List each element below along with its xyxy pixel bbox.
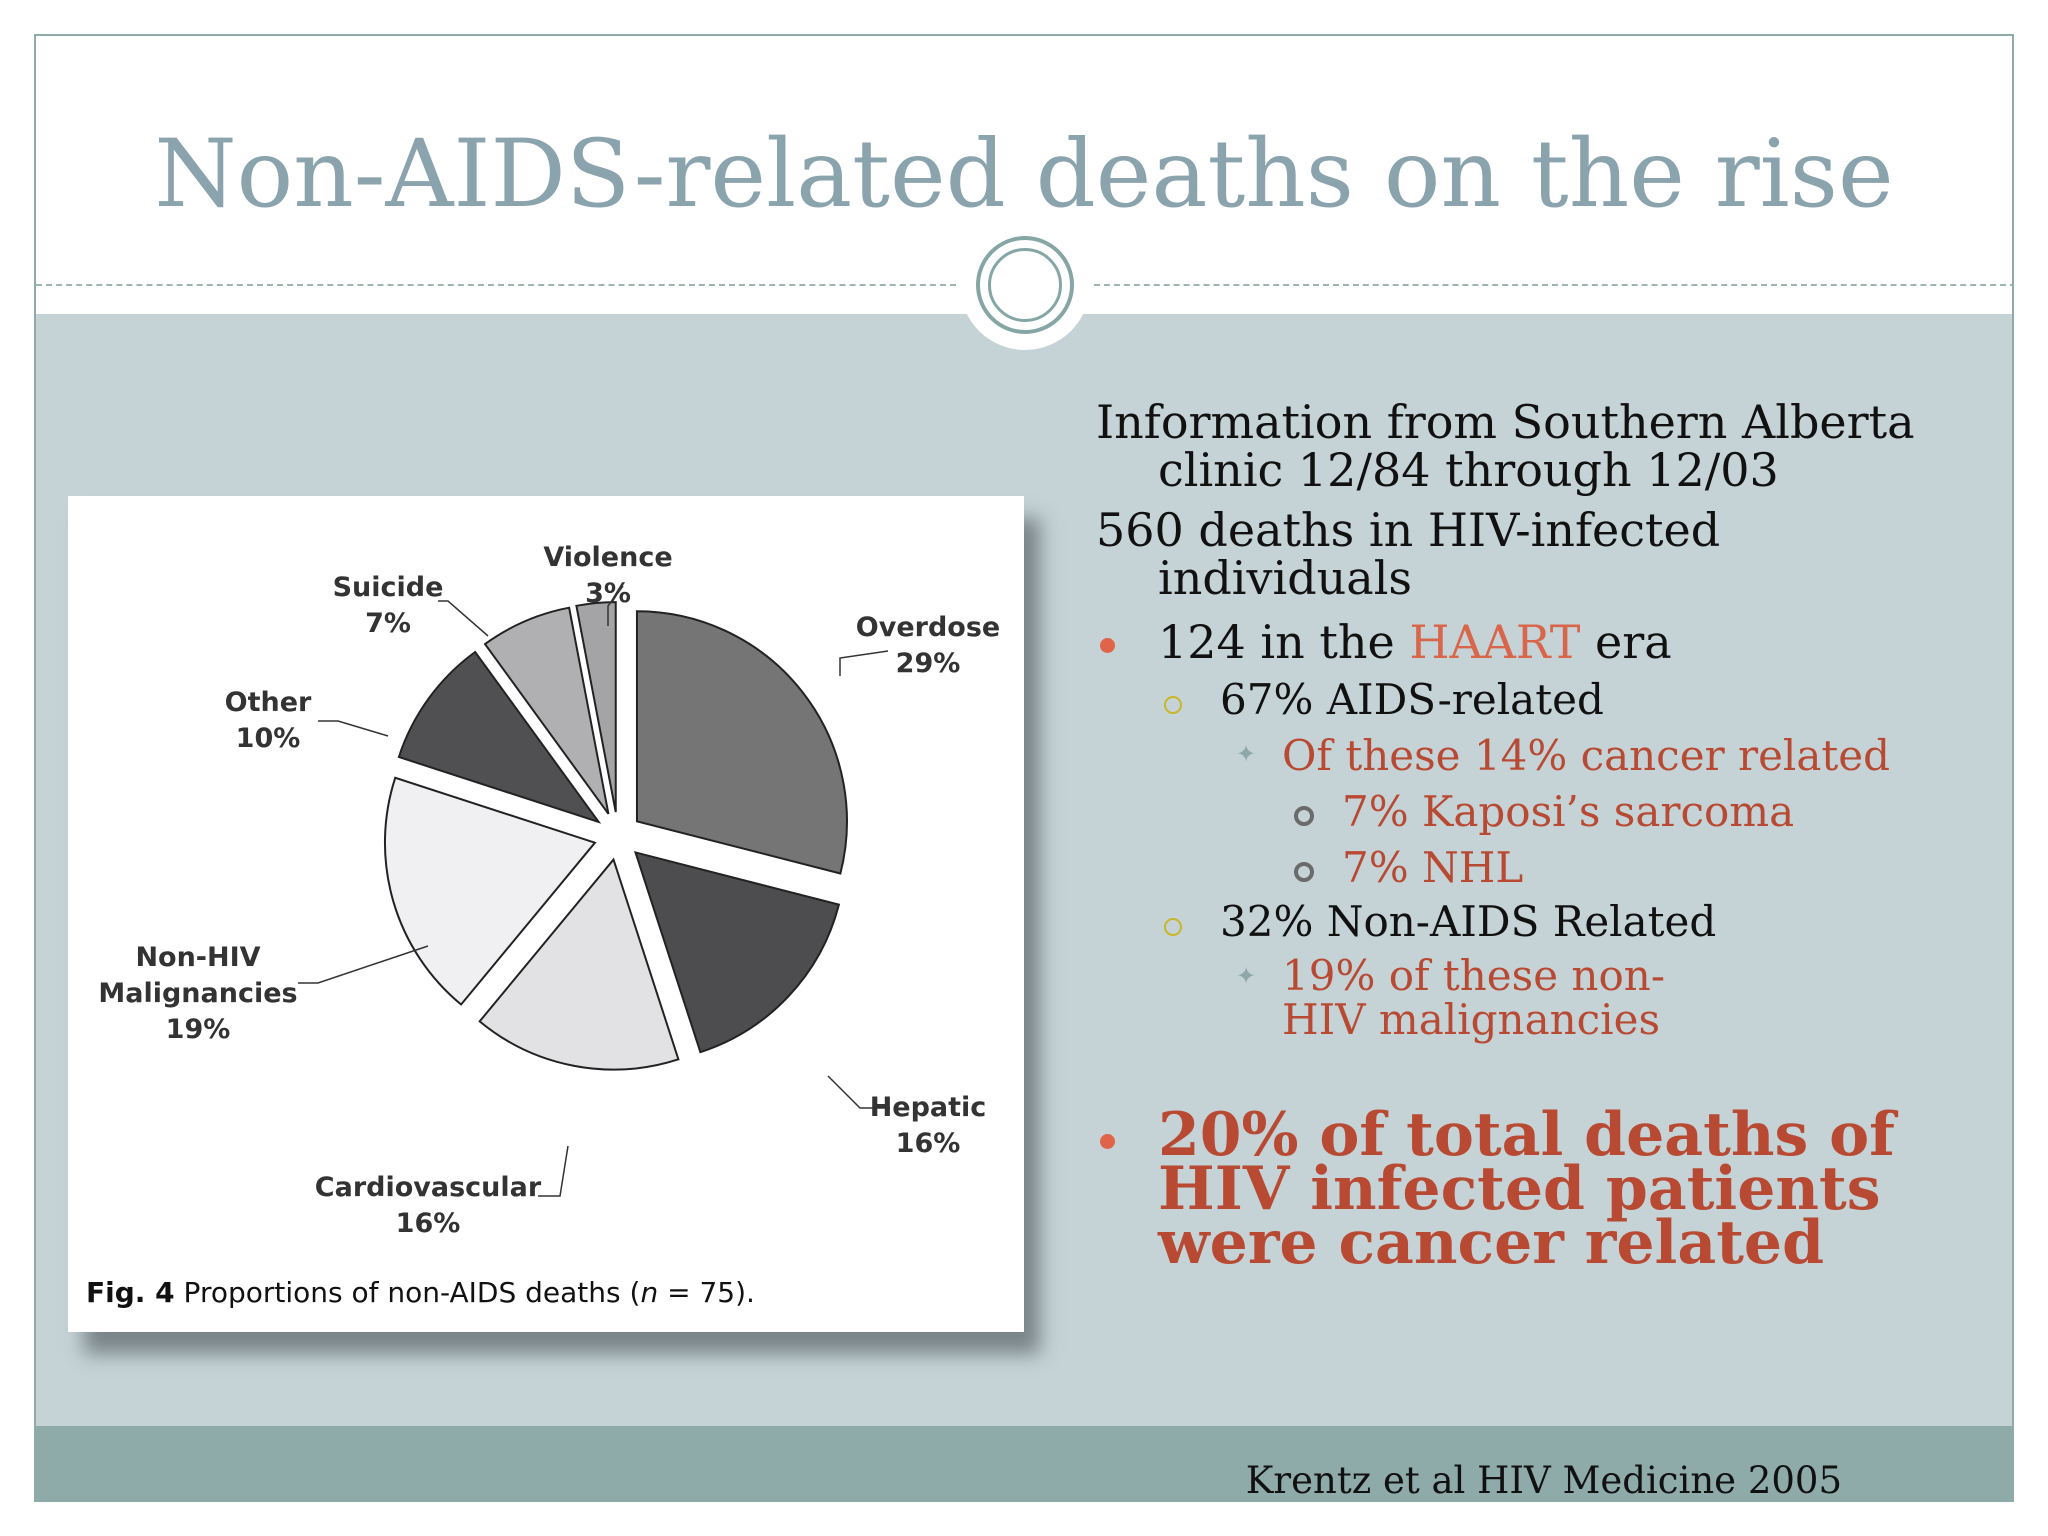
pie-slice-suicide [483, 606, 610, 815]
pie-slice-violence [575, 601, 617, 813]
slide-title: Non-AIDS-related deaths on the rise [154, 120, 1894, 229]
pie-slice-overdose [635, 610, 848, 875]
paragraph-source: Information from Southern Alberta clinic… [1096, 395, 1915, 497]
figure-caption: Fig. 4 Proportions of non-AIDS deaths (n… [86, 1276, 755, 1309]
slice-name-label: Hepatic [870, 1092, 987, 1123]
slice-percent-label: 19% [166, 1014, 231, 1045]
footer-band [36, 1426, 2012, 1500]
pie-slice-other [397, 650, 602, 824]
slice-name-label: Cardiovascular [315, 1172, 542, 1203]
slice-percent-label: 3% [585, 578, 631, 609]
slice-name-label: Non-HIV [135, 942, 260, 973]
slice-name-label: Malignancies [98, 978, 297, 1009]
sub-bullet-aids: 67% AIDS-related [1220, 675, 1604, 724]
slide: Non-AIDS-related deaths on the rise Over… [34, 34, 2014, 1502]
pie-slice-hepatic [633, 851, 841, 1054]
sub-bullet-non-aids: 32% Non-AIDS Related [1220, 897, 1717, 946]
leader-line [839, 650, 889, 676]
citation: Krentz et al HIV Medicine 2005 [1245, 1459, 1842, 1502]
star-bullet-icon: ✦ [1236, 962, 1257, 990]
pie-slice-cardiovascular [478, 857, 680, 1071]
sub-sub-bullet-cancer: Of these 14% cancer related [1282, 731, 1891, 780]
slice-name-label: Suicide [333, 572, 444, 603]
bullet-haart-pre: 124 in the [1158, 615, 1410, 669]
star-bullet-icon: ✦ [1236, 740, 1257, 768]
item-nhl: 7% NHL [1342, 843, 1524, 892]
bullet-dot-icon [1100, 638, 1115, 653]
slice-name-label: Overdose [856, 612, 1000, 643]
leader-line [827, 1075, 890, 1109]
leader-line [538, 1145, 569, 1197]
item-kaposi: 7% Kaposi’s sarcoma [1342, 787, 1795, 836]
sub-sub-bullet-malignancies: 19% of these non-HIV malignancies [1282, 951, 1666, 1044]
bullet-conclusion: 20% of total deaths of HIV infected pati… [1158, 1100, 1895, 1278]
paragraph-deaths: 560 deaths in HIV-infected individuals [1096, 503, 1721, 605]
slice-percent-label: 10% [236, 723, 301, 754]
leader-line [298, 945, 429, 984]
figure-image: Overdose 29% Hepatic 16% Cardiovascular 16% No… [68, 496, 1024, 1332]
slice-name-label: Violence [543, 542, 672, 573]
leader-line [438, 600, 489, 637]
bullet-haart-post: era [1580, 615, 1672, 669]
hollow-circle-bullet-icon [1164, 696, 1182, 714]
bullet-haart: 124 in the HAART era [1158, 618, 1672, 666]
leader-line [318, 720, 389, 737]
leader-line [607, 585, 624, 626]
circle-emblem-inner-icon [988, 248, 1062, 322]
slice-percent-label: 16% [896, 1128, 961, 1159]
slice-name-label: Other [225, 687, 312, 718]
caption-n: n [640, 1276, 659, 1309]
circle-emblem-icon [976, 236, 1074, 334]
slice-percent-label: 29% [896, 648, 961, 679]
caption-text: Proportions of non-AIDS deaths ( [183, 1276, 641, 1309]
ring-bullet-icon [1294, 862, 1314, 882]
figure-number: Fig. 4 [86, 1276, 175, 1309]
haart-highlight: HAART [1409, 615, 1581, 669]
pie-chart: Overdose 29% Hepatic 16% Cardiovascular 16% No… [98, 542, 1000, 1239]
slice-percent-label: 16% [396, 1208, 461, 1239]
hollow-circle-bullet-icon [1164, 918, 1182, 936]
ring-bullet-icon [1294, 806, 1314, 826]
header-divider-left [36, 284, 956, 286]
slice-percent-label: 7% [365, 608, 411, 639]
pie-slice-non-hiv-malignancies [384, 776, 597, 1006]
bullet-dot-icon [1100, 1134, 1115, 1149]
header-divider-right [1094, 284, 2012, 286]
caption-suffix: = 75). [658, 1276, 755, 1309]
